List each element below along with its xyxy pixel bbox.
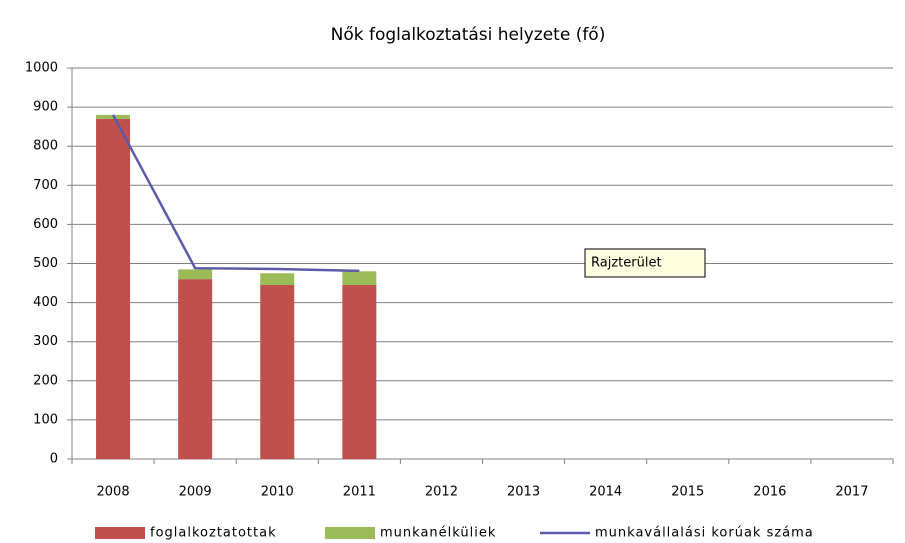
legend-label: foglalkoztatottak — [150, 526, 277, 541]
y-tick-label: 400 — [33, 295, 58, 310]
x-tick-label: 2014 — [589, 485, 622, 500]
y-tick-label: 200 — [33, 373, 58, 388]
y-tick-label: 0 — [50, 452, 58, 467]
annotation-box — [584, 248, 706, 278]
x-tick-label: 2017 — [835, 485, 868, 500]
bar — [178, 269, 213, 280]
x-tick-label: 2013 — [507, 485, 540, 500]
x-tick-label: 2011 — [343, 485, 376, 500]
y-tick-label: 900 — [33, 100, 58, 115]
x-tick-label: 2009 — [179, 485, 212, 500]
y-tick-label: 800 — [33, 139, 58, 154]
x-tick-label: 2016 — [753, 485, 786, 500]
y-tick-label: 100 — [33, 412, 58, 427]
bar — [260, 285, 295, 459]
bar — [178, 279, 213, 459]
bar — [342, 271, 377, 286]
x-tick-label: 2012 — [425, 485, 458, 500]
y-tick-label: 600 — [33, 217, 58, 232]
chart-title: Nők foglalkoztatási helyzete (fő) — [331, 25, 606, 45]
legend-label: munkanélküliek — [380, 526, 496, 541]
annotation: Rajzterület — [591, 256, 662, 271]
x-tick-label: 2015 — [671, 485, 704, 500]
legend-swatch — [325, 527, 375, 539]
x-tick-label: 2008 — [97, 485, 130, 500]
legend-swatch — [95, 527, 145, 539]
y-tick-label: 500 — [33, 256, 58, 271]
bar — [342, 285, 377, 459]
y-tick-label: 300 — [33, 334, 58, 349]
y-tick-label: 1000 — [25, 61, 58, 76]
line — [111, 114, 360, 273]
legend-label: munkavállalási korúak száma — [595, 526, 814, 541]
bar — [260, 273, 295, 286]
y-tick-label: 700 — [33, 178, 58, 193]
x-tick-label: 2010 — [261, 485, 294, 500]
bar — [96, 118, 131, 459]
